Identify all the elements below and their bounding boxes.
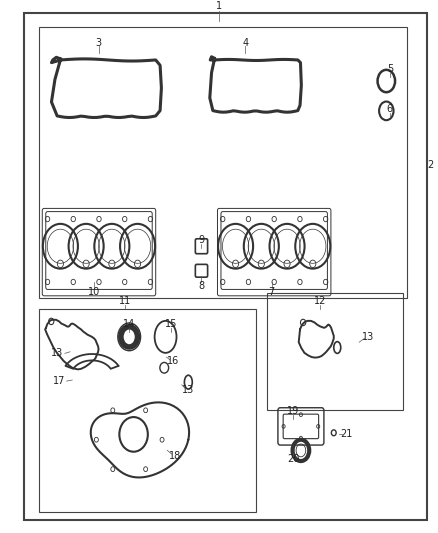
- Text: 10: 10: [88, 287, 100, 296]
- Text: 13: 13: [182, 385, 194, 395]
- Text: 14: 14: [123, 319, 135, 329]
- Text: 9: 9: [198, 235, 205, 245]
- Text: 3: 3: [95, 38, 102, 47]
- Text: 2: 2: [427, 160, 434, 170]
- Text: 1: 1: [216, 2, 222, 11]
- Text: 8: 8: [198, 281, 205, 291]
- Text: 13: 13: [362, 332, 374, 342]
- Text: 5: 5: [387, 64, 393, 74]
- Text: 20: 20: [287, 455, 300, 464]
- Text: 21: 21: [340, 430, 352, 439]
- Bar: [39, 309, 256, 512]
- Text: 12: 12: [314, 296, 326, 306]
- Text: 7: 7: [268, 287, 275, 296]
- Text: 6: 6: [387, 104, 393, 114]
- Text: 15: 15: [165, 319, 177, 329]
- Bar: [39, 27, 407, 298]
- Bar: [267, 293, 403, 410]
- Text: 19: 19: [287, 407, 300, 416]
- Text: 16: 16: [167, 357, 179, 366]
- Text: 18: 18: [169, 451, 181, 461]
- Text: 4: 4: [242, 38, 248, 47]
- Text: 13: 13: [51, 349, 63, 358]
- Text: 17: 17: [53, 376, 65, 386]
- Text: 11: 11: [119, 296, 131, 306]
